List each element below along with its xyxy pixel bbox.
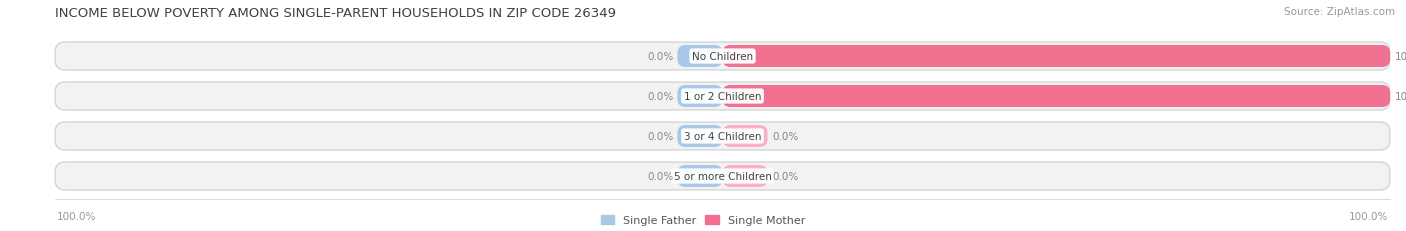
Text: 0.0%: 0.0% [647, 52, 673, 62]
Legend: Single Father, Single Mother: Single Father, Single Mother [600, 215, 806, 225]
FancyBboxPatch shape [678, 46, 723, 68]
FancyBboxPatch shape [723, 86, 1391, 108]
FancyBboxPatch shape [55, 43, 1391, 71]
Text: 0.0%: 0.0% [772, 131, 799, 141]
FancyBboxPatch shape [723, 125, 768, 147]
FancyBboxPatch shape [678, 86, 723, 108]
FancyBboxPatch shape [55, 162, 1391, 190]
Text: 0.0%: 0.0% [647, 131, 673, 141]
Text: 0.0%: 0.0% [772, 171, 799, 181]
Text: 0.0%: 0.0% [647, 171, 673, 181]
Text: 5 or more Children: 5 or more Children [673, 171, 772, 181]
FancyBboxPatch shape [678, 125, 723, 147]
Text: 0.0%: 0.0% [647, 92, 673, 102]
Text: 1 or 2 Children: 1 or 2 Children [683, 92, 761, 102]
Text: 100.0%: 100.0% [1395, 52, 1406, 62]
Text: 100.0%: 100.0% [58, 211, 97, 221]
Text: 100.0%: 100.0% [1348, 211, 1388, 221]
FancyBboxPatch shape [55, 83, 1391, 110]
Text: Source: ZipAtlas.com: Source: ZipAtlas.com [1284, 7, 1395, 17]
Text: 100.0%: 100.0% [1395, 92, 1406, 102]
Text: 3 or 4 Children: 3 or 4 Children [683, 131, 761, 141]
FancyBboxPatch shape [678, 165, 723, 187]
Text: INCOME BELOW POVERTY AMONG SINGLE-PARENT HOUSEHOLDS IN ZIP CODE 26349: INCOME BELOW POVERTY AMONG SINGLE-PARENT… [55, 7, 616, 20]
FancyBboxPatch shape [723, 46, 1391, 68]
Text: No Children: No Children [692, 52, 754, 62]
FancyBboxPatch shape [55, 122, 1391, 150]
FancyBboxPatch shape [723, 165, 768, 187]
